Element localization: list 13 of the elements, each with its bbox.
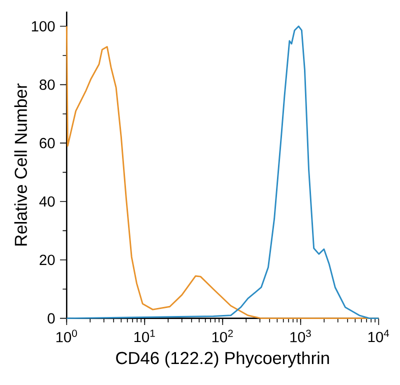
x-axis-title: CD46 (122.2) Phycoerythrin bbox=[116, 351, 329, 368]
y-tick-label: 40 bbox=[39, 196, 55, 207]
y-tick-label: 100 bbox=[32, 21, 55, 32]
y-tick-label: 0 bbox=[48, 313, 55, 324]
y-tick-label: 80 bbox=[40, 80, 55, 90]
x-tick-label: 10$^{1}$ bbox=[134, 330, 155, 342]
x-tick-label: 10$^{3}$ bbox=[290, 330, 311, 342]
y-tick-label: 60 bbox=[40, 138, 55, 148]
x-tick-label: 10$^{4}$ bbox=[368, 330, 390, 342]
x-tick-label: 10$^{2}$ bbox=[212, 330, 233, 342]
y-tick-label: 20 bbox=[40, 254, 55, 266]
y-axis-title: Relative Cell Number bbox=[14, 83, 27, 246]
x-tick-label: 10$^{0}$ bbox=[56, 330, 77, 342]
